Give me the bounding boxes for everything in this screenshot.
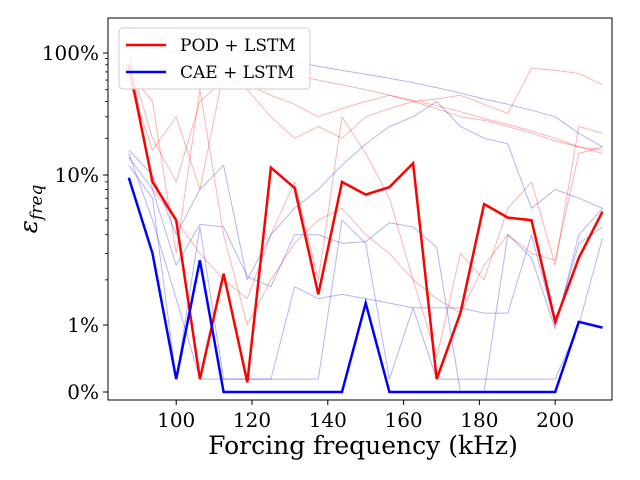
background-run-line-3 bbox=[128, 67, 603, 190]
y-axis-label-main: ε bbox=[14, 220, 43, 233]
plot-frame bbox=[107, 17, 613, 401]
y-tick-label: 10% bbox=[55, 163, 99, 187]
legend-box bbox=[118, 27, 311, 90]
x-axis-label: Forcing frequency (kHz) bbox=[208, 431, 518, 460]
background-run-line-2 bbox=[128, 58, 603, 183]
x-tick-label: 160 bbox=[384, 408, 422, 432]
background-run-line-5 bbox=[128, 71, 603, 326]
background-run-line-10 bbox=[128, 153, 603, 380]
background-run-line-4 bbox=[128, 47, 603, 358]
series-lines bbox=[127, 64, 604, 394]
y-axis: 0% 1% 10% 100% bbox=[42, 41, 108, 404]
x-tick-label: 200 bbox=[536, 408, 574, 432]
legend-label-cae-lstm: CAE + LSTM bbox=[180, 63, 294, 83]
x-tick-label: 100 bbox=[157, 408, 195, 432]
y-axis-label: εfreq bbox=[14, 184, 47, 233]
y-tick-label: 1% bbox=[67, 313, 99, 337]
y-axis-label-sub: freq bbox=[27, 184, 47, 221]
cae-lstm-series-line bbox=[127, 177, 603, 394]
x-tick-label: 120 bbox=[233, 408, 271, 432]
x-axis: 100 120 140 160 180 200 bbox=[157, 400, 574, 432]
pod-lstm-series-line bbox=[127, 64, 604, 383]
legend: POD + LSTM CAE + LSTM bbox=[118, 27, 311, 90]
background-runs bbox=[128, 31, 603, 393]
background-run-line-8 bbox=[128, 156, 603, 393]
x-tick-label: 180 bbox=[460, 408, 498, 432]
y-tick-label: 100% bbox=[42, 41, 99, 65]
background-run-line-7 bbox=[128, 101, 603, 281]
y-tick-label: 0% bbox=[67, 380, 99, 404]
legend-label-pod-lstm: POD + LSTM bbox=[180, 36, 296, 56]
x-tick-label: 140 bbox=[309, 408, 347, 432]
